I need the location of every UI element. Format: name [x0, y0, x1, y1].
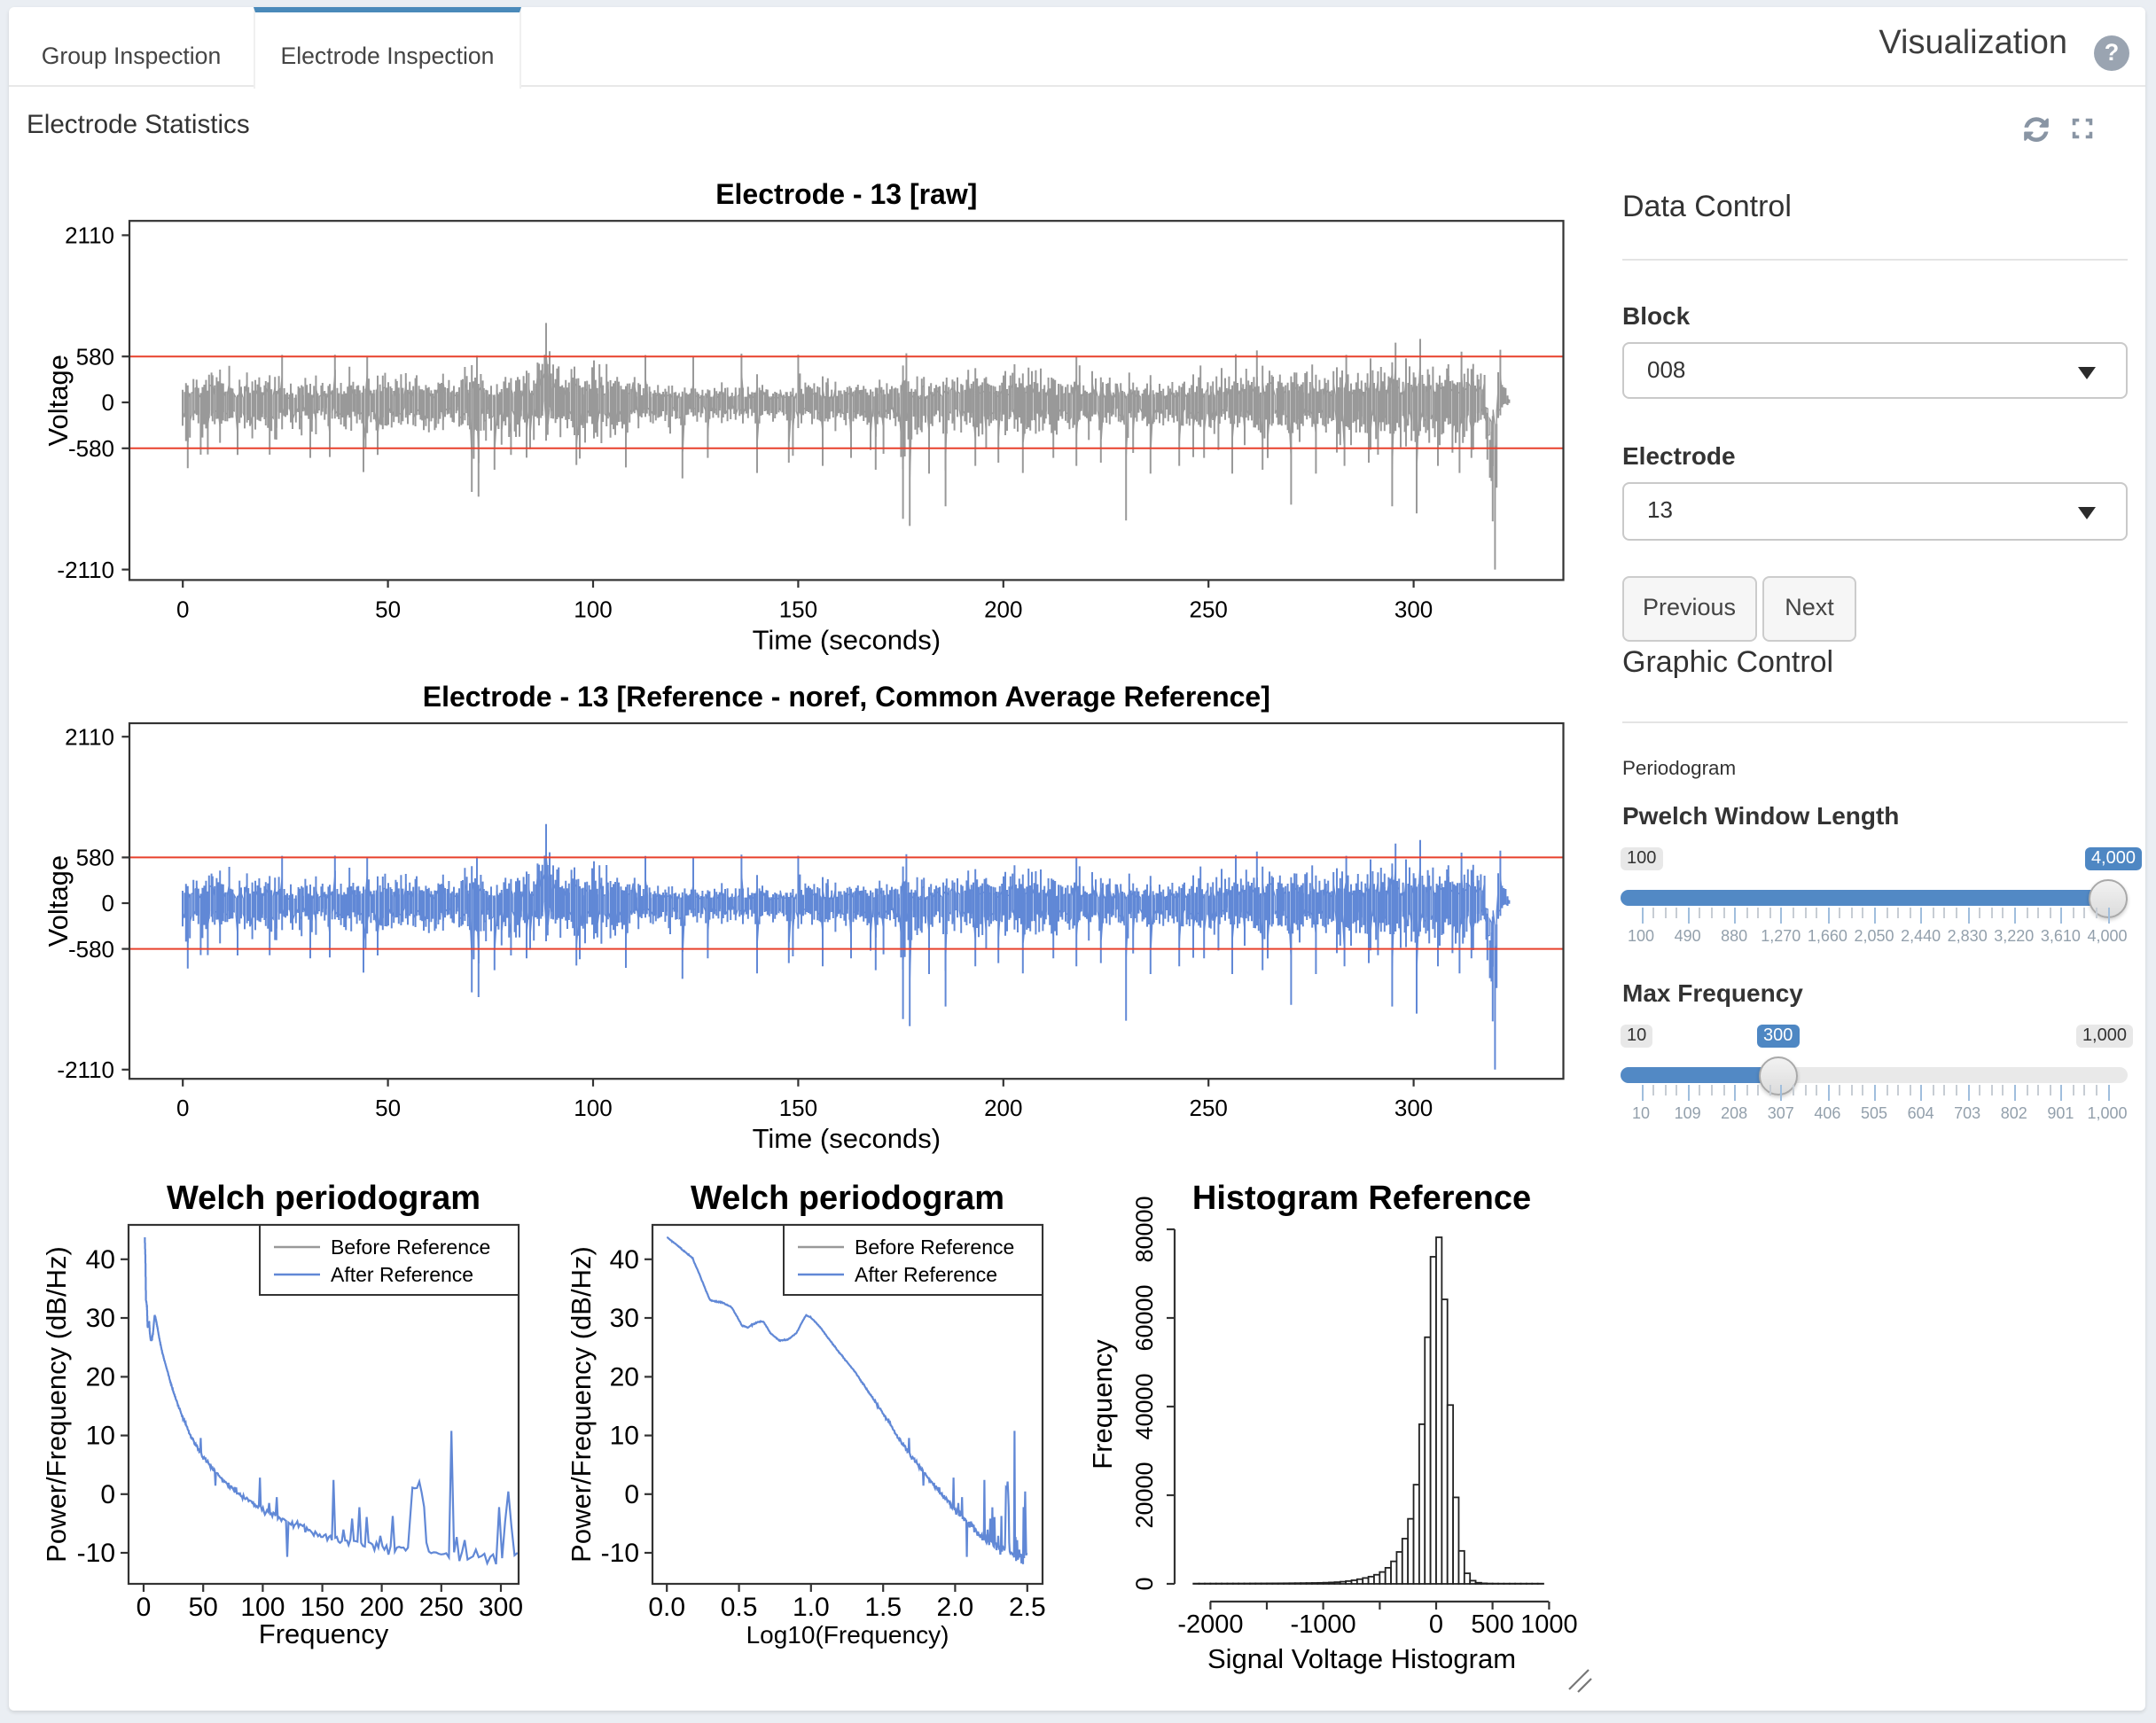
svg-text:Electrode - 13 [raw]: Electrode - 13 [raw] [715, 178, 977, 210]
svg-text:0: 0 [1131, 1577, 1158, 1590]
svg-text:-10: -10 [601, 1539, 639, 1568]
svg-text:Power/Frequency (dB/Hz): Power/Frequency (dB/Hz) [41, 1246, 72, 1563]
svg-text:500: 500 [1471, 1610, 1513, 1639]
svg-text:50: 50 [189, 1593, 218, 1622]
svg-text:Voltage: Voltage [43, 855, 74, 947]
svg-text:50: 50 [375, 1095, 401, 1121]
svg-text:20: 20 [86, 1362, 115, 1392]
svg-text:Welch periodogram: Welch periodogram [167, 1180, 480, 1217]
svg-text:250: 250 [419, 1593, 464, 1622]
svg-text:2110: 2110 [65, 222, 114, 249]
svg-text:20: 20 [610, 1362, 639, 1392]
svg-text:150: 150 [779, 596, 817, 622]
svg-text:-2110: -2110 [57, 1056, 114, 1083]
svg-text:200: 200 [984, 1095, 1022, 1121]
svg-text:250: 250 [1190, 596, 1228, 622]
svg-text:Signal Voltage Histogram: Signal Voltage Histogram [1207, 1643, 1516, 1674]
svg-text:After Reference: After Reference [855, 1263, 997, 1286]
svg-text:-580: -580 [68, 435, 114, 462]
svg-text:Histogram Reference: Histogram Reference [1192, 1180, 1531, 1217]
svg-text:250: 250 [1190, 1095, 1228, 1121]
svg-text:0.0: 0.0 [648, 1593, 685, 1622]
svg-text:100: 100 [574, 596, 612, 622]
svg-text:Welch periodogram: Welch periodogram [691, 1180, 1004, 1217]
svg-text:150: 150 [779, 1095, 817, 1121]
svg-text:30: 30 [86, 1304, 115, 1333]
svg-text:Before Reference: Before Reference [855, 1236, 1014, 1259]
svg-text:60000: 60000 [1131, 1284, 1158, 1351]
svg-text:Log10(Frequency): Log10(Frequency) [746, 1621, 949, 1649]
svg-text:40: 40 [610, 1245, 639, 1275]
svg-text:0.5: 0.5 [721, 1593, 758, 1622]
svg-text:300: 300 [1394, 1095, 1433, 1121]
svg-text:Electrode - 13 [Reference - no: Electrode - 13 [Reference - noref, Commo… [423, 681, 1270, 713]
svg-text:40: 40 [86, 1245, 115, 1275]
svg-text:150: 150 [301, 1593, 345, 1622]
svg-text:200: 200 [984, 596, 1022, 622]
svg-text:-1000: -1000 [1291, 1610, 1356, 1639]
svg-text:2.0: 2.0 [937, 1593, 974, 1622]
svg-text:0: 0 [624, 1480, 639, 1509]
svg-text:80000: 80000 [1131, 1196, 1158, 1262]
svg-text:200: 200 [360, 1593, 404, 1622]
svg-text:-10: -10 [77, 1539, 115, 1568]
svg-text:0: 0 [137, 1593, 152, 1622]
svg-text:300: 300 [479, 1593, 523, 1622]
svg-text:0: 0 [100, 1480, 115, 1509]
svg-text:2110: 2110 [65, 723, 114, 750]
svg-text:580: 580 [76, 343, 114, 370]
svg-text:300: 300 [1394, 596, 1433, 622]
svg-text:-2000: -2000 [1177, 1610, 1243, 1639]
svg-text:Time (seconds): Time (seconds) [753, 1123, 941, 1154]
svg-text:Time (seconds): Time (seconds) [753, 624, 941, 655]
svg-text:-580: -580 [68, 936, 114, 963]
svg-text:1.5: 1.5 [864, 1593, 902, 1622]
svg-text:100: 100 [240, 1593, 285, 1622]
svg-text:0: 0 [102, 890, 114, 916]
svg-text:2.5: 2.5 [1009, 1593, 1046, 1622]
svg-text:0: 0 [176, 1095, 189, 1121]
svg-text:30: 30 [610, 1304, 639, 1333]
svg-text:0: 0 [1429, 1610, 1443, 1639]
svg-text:20000: 20000 [1131, 1462, 1158, 1528]
svg-text:50: 50 [375, 596, 401, 622]
svg-text:1.0: 1.0 [793, 1593, 830, 1622]
svg-text:0: 0 [102, 389, 114, 416]
svg-text:580: 580 [76, 845, 114, 871]
svg-text:Before Reference: Before Reference [331, 1236, 490, 1259]
svg-text:1000: 1000 [1520, 1610, 1578, 1639]
svg-text:After Reference: After Reference [331, 1263, 473, 1286]
svg-text:Frequency: Frequency [259, 1618, 389, 1649]
svg-text:0: 0 [176, 596, 189, 622]
svg-text:Voltage: Voltage [43, 355, 74, 446]
svg-text:40000: 40000 [1131, 1373, 1158, 1439]
svg-text:-2110: -2110 [57, 557, 114, 583]
svg-text:100: 100 [574, 1095, 612, 1121]
svg-text:Frequency: Frequency [1087, 1339, 1118, 1470]
svg-text:10: 10 [610, 1422, 639, 1451]
svg-text:Power/Frequency (dB/Hz): Power/Frequency (dB/Hz) [566, 1246, 597, 1563]
svg-text:10: 10 [86, 1422, 115, 1451]
